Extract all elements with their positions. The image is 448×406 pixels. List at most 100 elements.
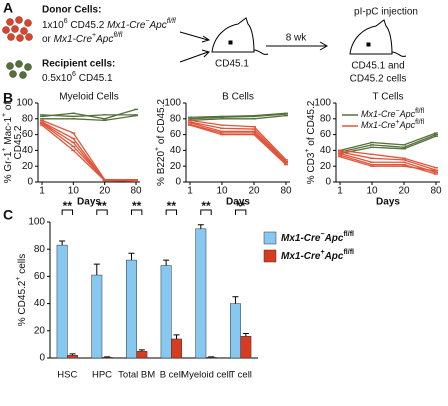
recipient-line: 0.5x106 CD45.1: [42, 71, 113, 83]
series-line: [339, 133, 437, 153]
y-tick-label: 20: [320, 161, 332, 172]
x-tick-label: Myeloid cell: [181, 370, 231, 381]
interval: 8 wk: [286, 33, 308, 44]
bar: [67, 355, 78, 359]
series-line: [41, 108, 137, 120]
text-part: CD45.1: [76, 73, 113, 84]
series-line: [189, 122, 287, 163]
text-part: of: [3, 102, 14, 113]
chart-title: Myeloid Cells: [59, 92, 118, 103]
error-bar: [138, 349, 145, 352]
text-part: +: [154, 147, 161, 151]
bar: [171, 338, 182, 359]
bar: [195, 228, 207, 359]
y-tick-label: 20: [170, 161, 182, 172]
result-line: CD45.1 and: [351, 61, 404, 72]
significance-label: **: [132, 199, 142, 213]
text-part: fl/fl: [415, 119, 424, 126]
text-part: Apc: [324, 251, 344, 262]
bar: [56, 244, 68, 359]
y-tick-label: 20: [22, 161, 34, 172]
x-tick-label: 80: [430, 186, 442, 197]
series-line: [339, 152, 437, 174]
legend-label: Mx1-Cre+Apcfl/fl: [281, 249, 354, 261]
text-part: Mac-1: [3, 117, 14, 148]
recipient-title: Recipient cells:: [42, 59, 115, 70]
y-tick-label: 40: [320, 145, 332, 156]
series-line: [339, 154, 437, 175]
x-tick-label: HPC: [92, 370, 112, 381]
donor-line: or Mx1-Cre+Apcfl/fl: [42, 32, 123, 44]
text-part: Mx1-Cre: [107, 20, 146, 31]
series-line: [189, 112, 287, 118]
significance-label: **: [201, 199, 211, 213]
panel-label: C: [3, 207, 13, 223]
text-part: CD45.2: [13, 125, 24, 159]
x-tick-label: HSC: [57, 370, 77, 381]
text-part: of CD45.2: [156, 99, 167, 147]
text-part: 6: [72, 71, 76, 78]
y-axis-label: % CD3+ of CD45.2: [304, 100, 316, 184]
text-part: +: [320, 249, 324, 256]
text-part: % CD3: [306, 152, 317, 184]
y-axis-label: CD45.2: [13, 125, 24, 159]
donor-dots: [2, 16, 33, 42]
host-label: CD45.1: [215, 59, 249, 70]
significance-bracket: [200, 209, 212, 215]
text-part: Mx1-Cre: [361, 120, 396, 130]
text-part: −: [320, 231, 324, 238]
series-line: [339, 132, 437, 152]
y-tick-label: 80: [22, 113, 34, 124]
series-line: [189, 119, 287, 161]
x-tick-label: 1: [337, 186, 343, 197]
y-tick-label: 100: [16, 98, 33, 109]
text-part: +: [1, 113, 8, 117]
y-axis-label: % CD45.2+ cells: [15, 254, 27, 326]
y-axis-label: % Gr-1+ Mac-1+ of: [1, 102, 13, 184]
text-part: of CD45.2: [306, 100, 317, 148]
legend-swatch: [263, 231, 277, 245]
bar: [160, 265, 172, 359]
mouse-icon: [349, 19, 407, 57]
series-line: [41, 121, 136, 182]
recipient-dots: [6, 60, 32, 79]
chart-title: B Cells: [222, 92, 254, 103]
x-tick-label: 1: [187, 186, 193, 197]
error-bar: [69, 353, 76, 356]
x-tick-label: 10: [68, 186, 80, 197]
y-tick-label: 100: [164, 98, 181, 109]
bar: [205, 357, 217, 359]
legend-label: Mx1-Cre+Apcfl/fl: [361, 119, 425, 130]
series-line: [41, 123, 136, 181]
y-tick-label: 80: [34, 244, 46, 255]
panel-label: A: [3, 0, 13, 16]
x-axis-label: Days: [226, 197, 250, 208]
x-tick-label: 10: [366, 186, 378, 197]
y-tick-label: 0: [175, 177, 181, 188]
error-bar: [163, 259, 170, 266]
series-line: [339, 151, 437, 171]
y-tick-label: 80: [170, 113, 182, 124]
text-part: Apc: [324, 233, 344, 244]
text-part: or: [42, 34, 54, 45]
bar: [126, 259, 137, 359]
series-line: [189, 124, 287, 166]
y-tick-label: 60: [170, 129, 182, 140]
text-part: fl/fl: [343, 249, 354, 256]
series-line: [41, 122, 137, 182]
text-part: fl/fl: [415, 108, 424, 115]
bar: [91, 274, 103, 359]
error-bar: [93, 263, 100, 276]
series-line: [339, 149, 437, 169]
significance-bracket: [165, 209, 178, 215]
series-line: [189, 121, 287, 162]
bar: [230, 303, 241, 359]
error-bar: [197, 224, 204, 229]
text-part: +: [1, 148, 8, 152]
x-tick-label: B cell: [160, 370, 183, 381]
text-part: CD45.2: [68, 20, 107, 31]
arrows: [179, 31, 329, 63]
bar: [136, 350, 148, 359]
text-part: fl/fl: [343, 231, 354, 238]
